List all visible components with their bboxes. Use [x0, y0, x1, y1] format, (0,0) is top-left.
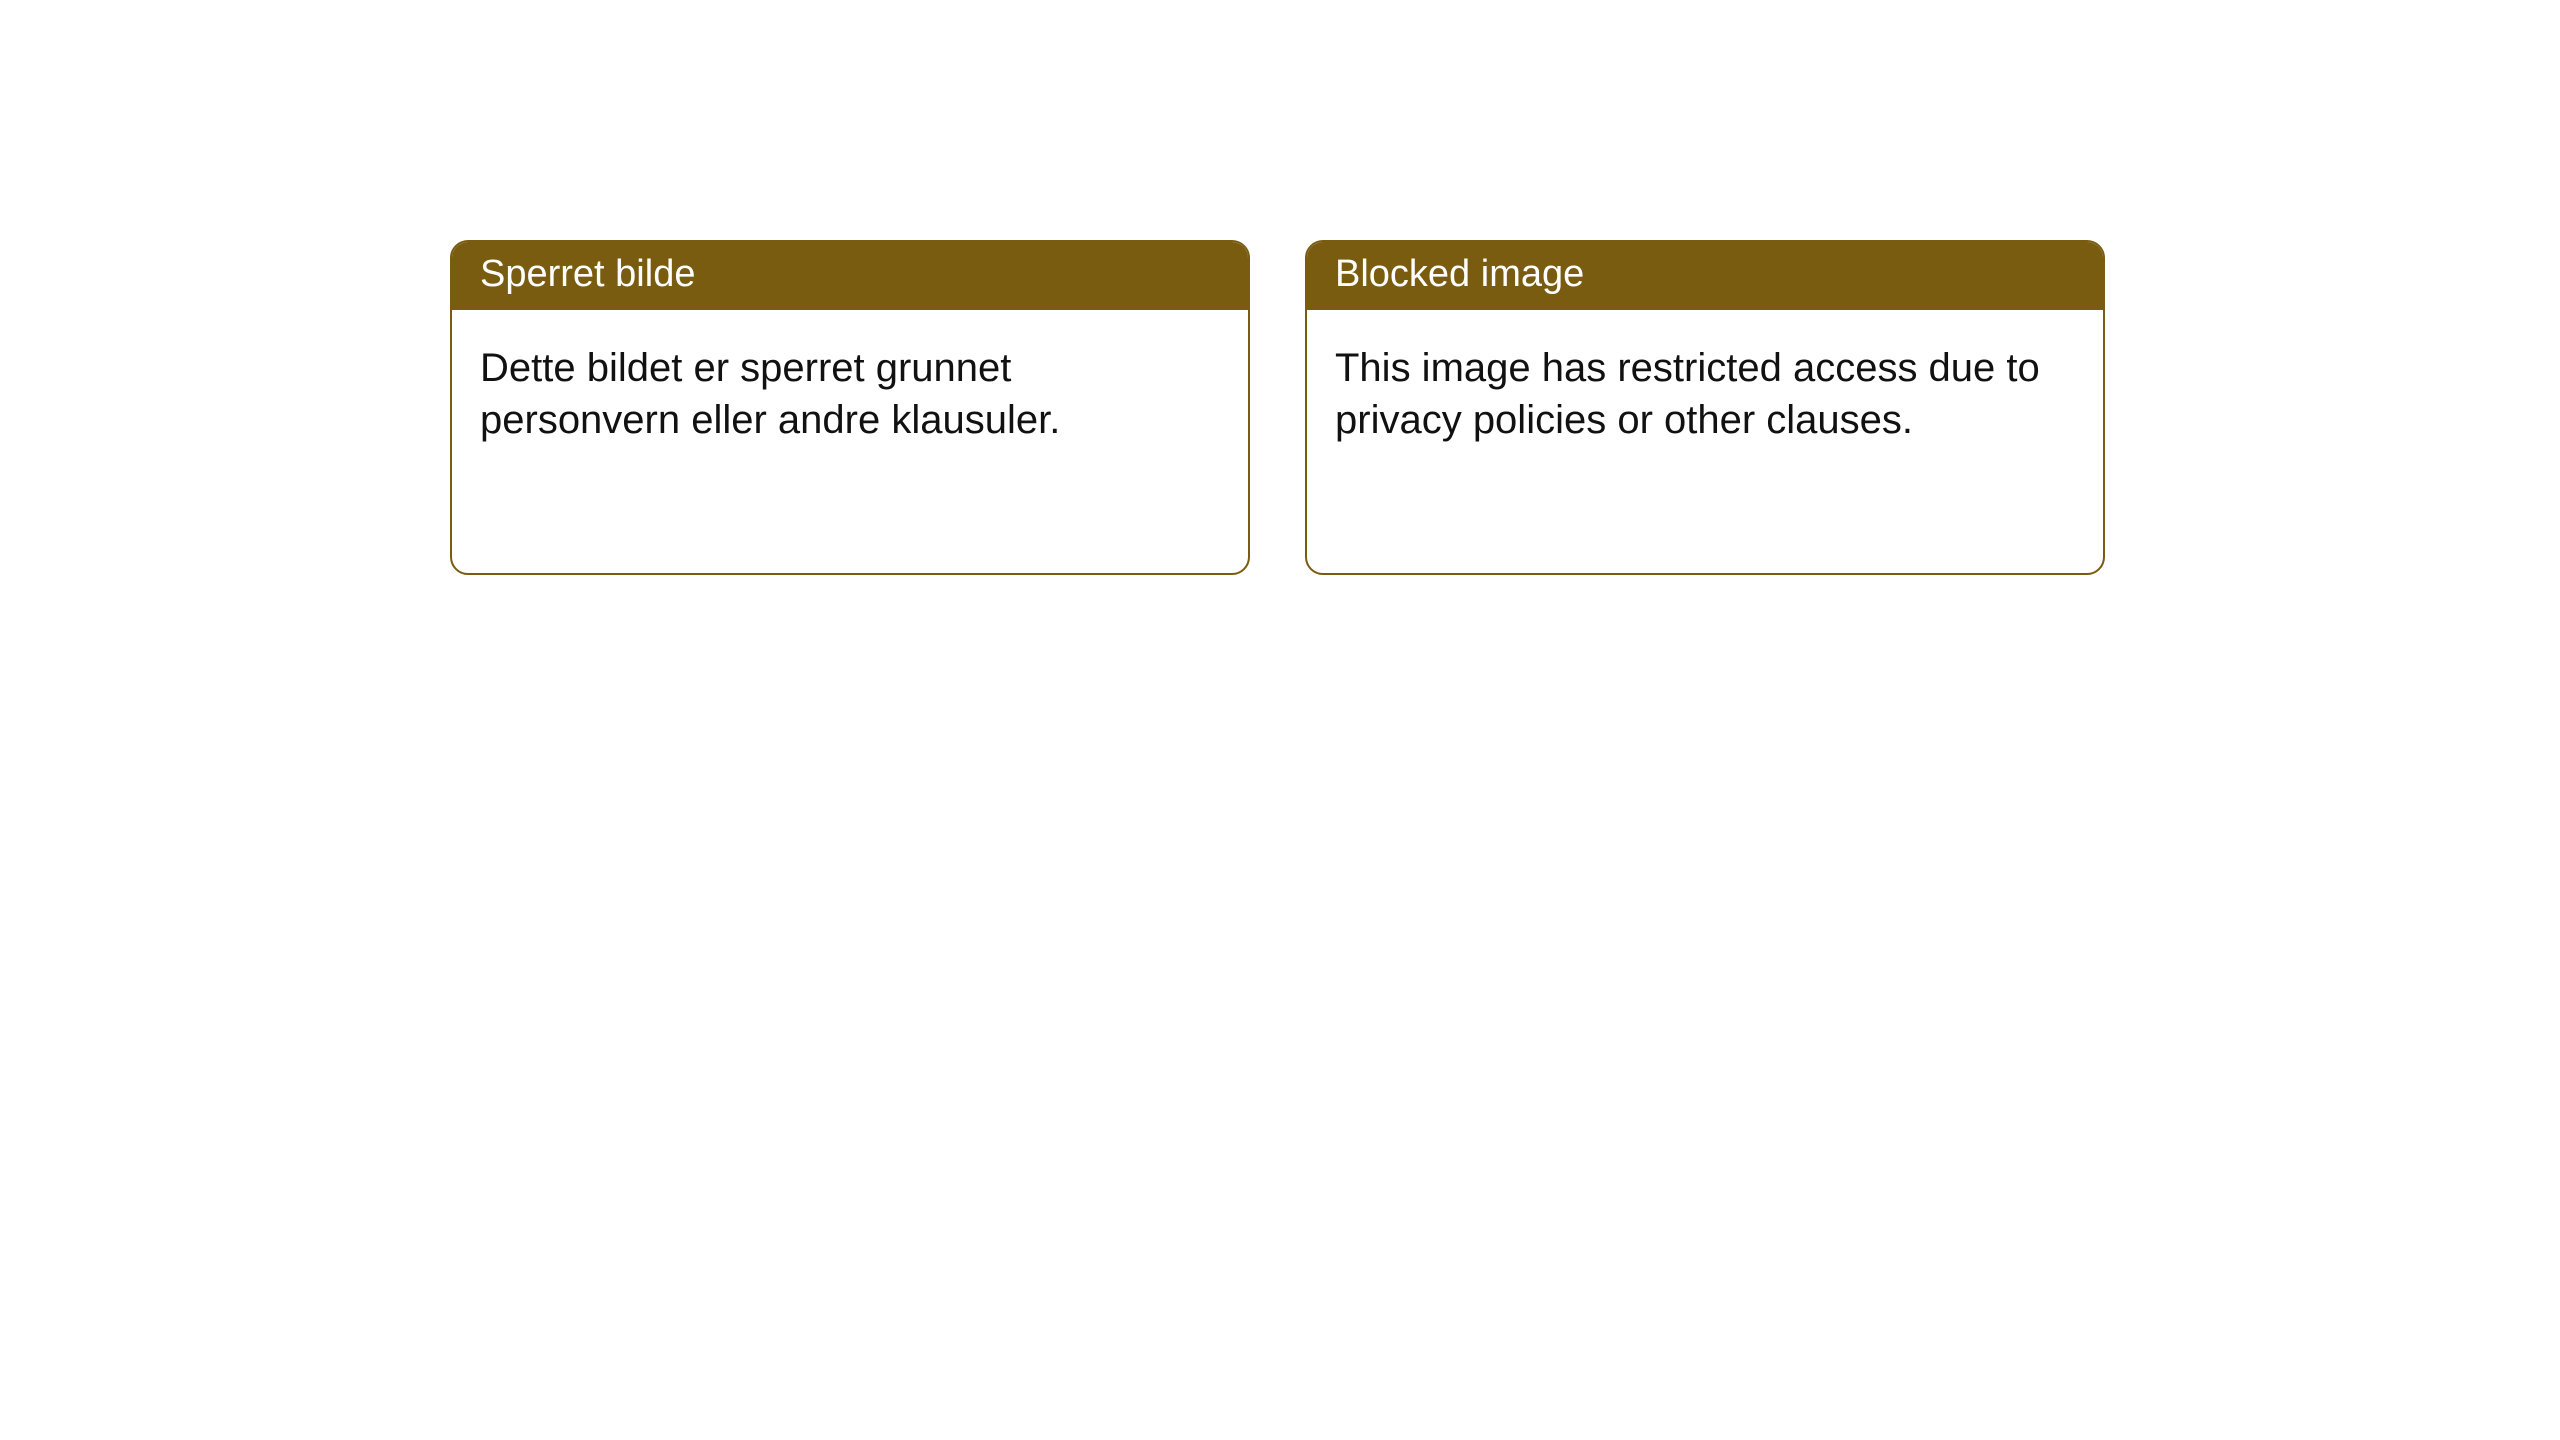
- notice-body: This image has restricted access due to …: [1307, 310, 2103, 478]
- notice-header: Blocked image: [1307, 242, 2103, 310]
- notice-header: Sperret bilde: [452, 242, 1248, 310]
- notice-card-english: Blocked image This image has restricted …: [1305, 240, 2105, 575]
- notice-body: Dette bildet er sperret grunnet personve…: [452, 310, 1248, 478]
- notice-container: Sperret bilde Dette bildet er sperret gr…: [450, 240, 2105, 575]
- notice-card-norwegian: Sperret bilde Dette bildet er sperret gr…: [450, 240, 1250, 575]
